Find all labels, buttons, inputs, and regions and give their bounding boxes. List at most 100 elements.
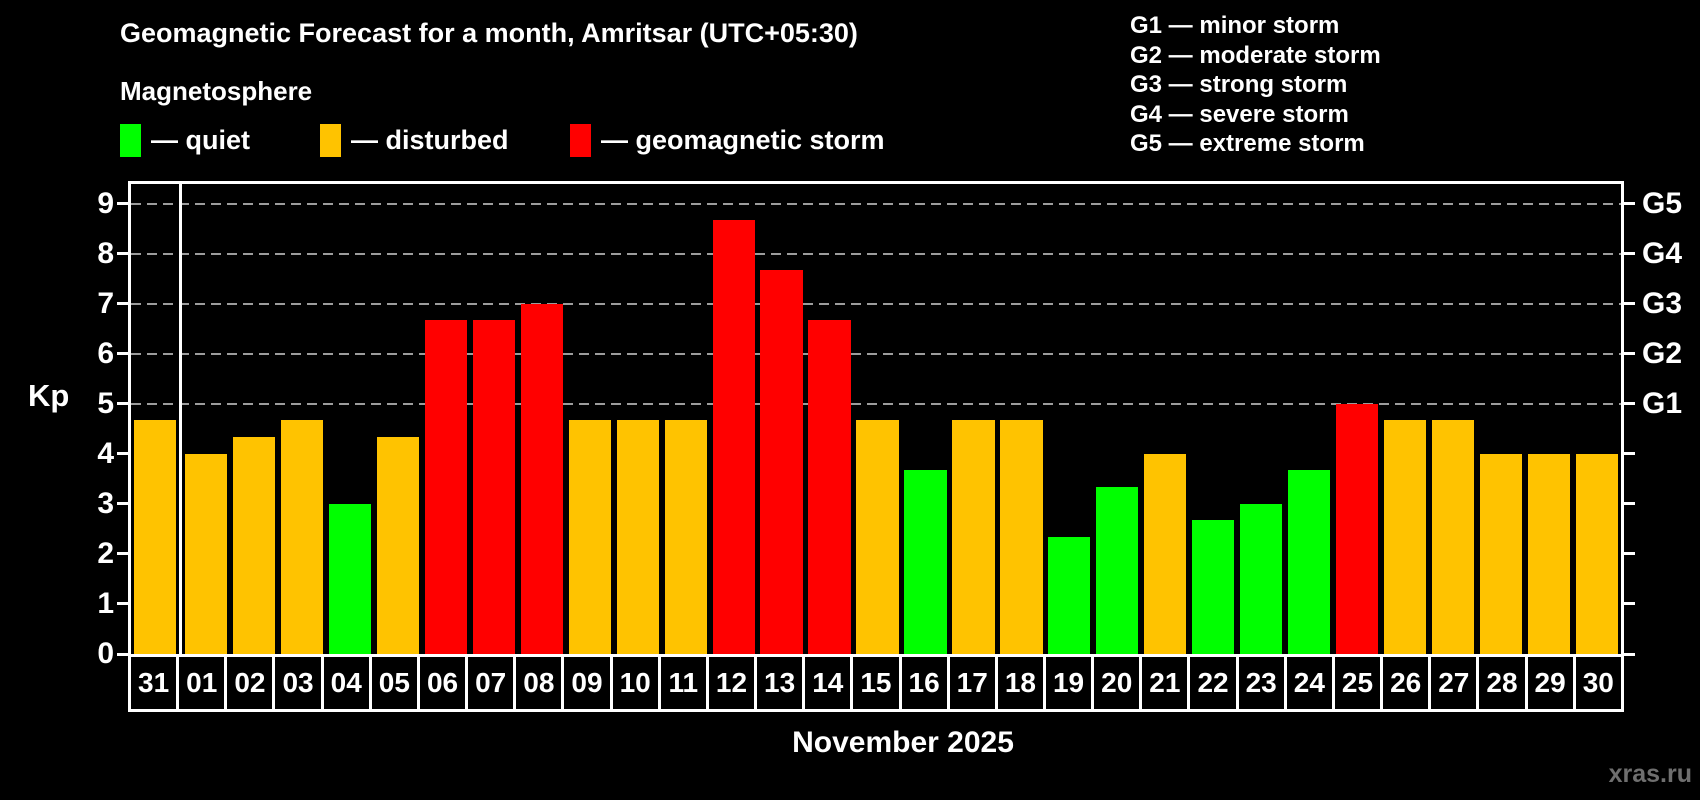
kp-bar-15 [856,420,899,654]
date-cell-19: 19 [1045,654,1095,712]
quiet-label: — quiet [151,124,250,155]
date-cell-25: 25 [1334,654,1384,712]
plot-area [128,181,1624,654]
kp-bar-11 [664,420,707,654]
y-tick-left-9 [117,202,128,205]
gridline-kp8 [131,253,1621,255]
bar-slot-25 [1333,184,1381,654]
date-cell-22: 22 [1190,654,1239,712]
month-label: November 2025 [792,726,1014,759]
y-tick-label-2: 2 [97,537,114,570]
bar-slot-14 [806,184,854,654]
kp-bar-20 [1096,487,1139,654]
date-cell-23: 23 [1238,654,1287,712]
date-cell-05: 05 [371,654,420,712]
date-cell-24: 24 [1286,654,1335,712]
y-axis-title: Kp [28,378,70,413]
legend-item-storm: — geomagnetic storm [570,122,885,158]
kp-bar-05 [376,437,419,654]
kp-bar-26 [1384,420,1427,654]
kp-bar-29 [1527,454,1571,654]
y-tick-label-8: 8 [97,237,114,270]
date-cell-28: 28 [1479,654,1528,712]
g-tick-label-g3: G3 [1642,287,1683,320]
date-cell-17: 17 [949,654,998,712]
y-tick-label-1: 1 [97,587,114,620]
kp-bar-14 [808,320,851,654]
date-cell-18: 18 [997,654,1046,712]
kp-bar-09 [568,420,611,654]
date-cell-15: 15 [853,654,902,712]
bar-slot-20 [1093,184,1141,654]
g4-legend-line: G4 — severe storm [1130,100,1349,128]
bar-slot-31 [131,184,182,654]
kp-bar-27 [1432,420,1475,654]
date-cell-03: 03 [275,654,324,712]
bar-slot-19 [1045,184,1093,654]
kp-bar-21 [1144,454,1187,654]
kp-bar-10 [616,420,659,654]
bar-slot-06 [422,184,470,654]
date-cell-29: 29 [1527,654,1576,712]
bar-slot-08 [518,184,566,654]
quiet-swatch [120,123,141,157]
g-scale-legend: G1 — minor storm G2 — moderate storm G3 … [1130,11,1381,159]
bar-slot-15 [854,184,902,654]
kp-bar-01 [184,454,228,654]
y-tick-right-6 [1624,352,1635,355]
gridline-kp6 [131,353,1621,355]
kp-bar-12 [712,220,755,654]
bar-slot-18 [997,184,1045,654]
date-cell-20: 20 [1094,654,1143,712]
y-tick-right-7 [1624,302,1635,305]
bar-slot-04 [326,184,374,654]
kp-bar-25 [1336,404,1379,654]
y-tick-right-2 [1624,552,1635,555]
bar-slot-05 [374,184,422,654]
y-tick-label-5: 5 [97,387,114,420]
date-cell-11: 11 [660,654,709,712]
bar-slot-13 [758,184,806,654]
y-tick-label-0: 0 [97,637,114,670]
bar-slot-02 [230,184,278,654]
storm-label: — geomagnetic storm [601,124,885,155]
bar-slot-10 [614,184,662,654]
bar-slot-03 [278,184,326,654]
y-tick-right-5 [1624,402,1635,405]
bar-slot-01 [182,184,230,654]
y-tick-left-2 [117,552,128,555]
g-tick-label-g5: G5 [1642,187,1683,220]
kp-bar-13 [760,270,803,654]
kp-bar-07 [472,320,515,654]
date-cell-02: 02 [227,654,276,712]
storm-swatch [570,123,591,157]
date-cell-26: 26 [1383,654,1432,712]
y-tick-right-9 [1624,202,1635,205]
date-cell-12: 12 [708,654,758,712]
kp-bar-06 [424,320,467,654]
date-cell-21: 21 [1142,654,1191,712]
date-cell-08: 08 [516,654,565,712]
bar-slot-23 [1237,184,1285,654]
bar-slot-27 [1429,184,1477,654]
chart-title: Geomagnetic Forecast for a month, Amrits… [120,18,858,48]
y-tick-left-6 [117,352,128,355]
date-axis: 31 01 02 03 04 05 06 07 08 09 10 11 12 13 14 15 16 17 18 19… [128,654,1624,712]
bar-slot-29 [1525,184,1573,654]
g1-legend-line: G1 — minor storm [1130,12,1340,39]
date-cell-01: 01 [179,654,228,712]
y-tick-left-0 [117,653,128,656]
bar-slot-16 [902,184,950,654]
bar-slot-22 [1189,184,1237,654]
gridline-kp9 [131,203,1621,205]
y-tick-right-4 [1624,452,1635,455]
date-cell-07: 07 [468,654,517,712]
g-tick-label-g2: G2 [1642,337,1683,370]
bar-slot-30 [1573,184,1621,654]
y-tick-label-4: 4 [97,437,114,470]
y-tick-left-8 [117,252,128,255]
y-tick-left-7 [117,302,128,305]
date-cell-14: 14 [805,654,854,712]
legend-item-quiet: — quiet [120,122,250,158]
bar-slot-24 [1285,184,1333,654]
